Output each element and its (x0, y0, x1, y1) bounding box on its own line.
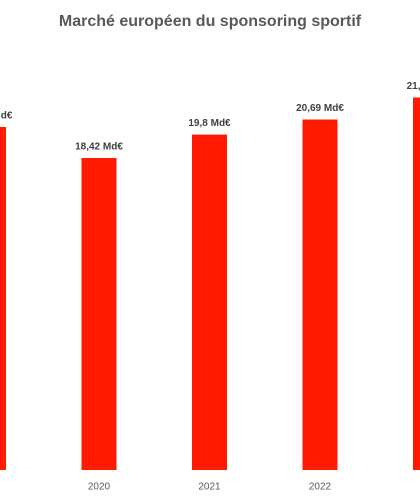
bar (192, 134, 227, 470)
value-label: 19,8 Md€ (188, 118, 231, 129)
chart-title: Marché européen du sponsoring sportif (59, 13, 362, 30)
value-label: 21,99 Md€ (407, 81, 420, 92)
x-tick-label: 2020 (88, 482, 111, 493)
bar (81, 157, 117, 470)
value-label: 18,42 Md€ (75, 142, 123, 153)
bar (302, 119, 338, 470)
value-label: 20,25 Md€ (0, 111, 13, 122)
x-tick-label: 2021 (198, 482, 221, 493)
bar (413, 97, 420, 470)
x-tick-label: 2022 (309, 482, 332, 493)
value-label: 20,69 Md€ (296, 103, 344, 114)
bar (0, 126, 6, 470)
